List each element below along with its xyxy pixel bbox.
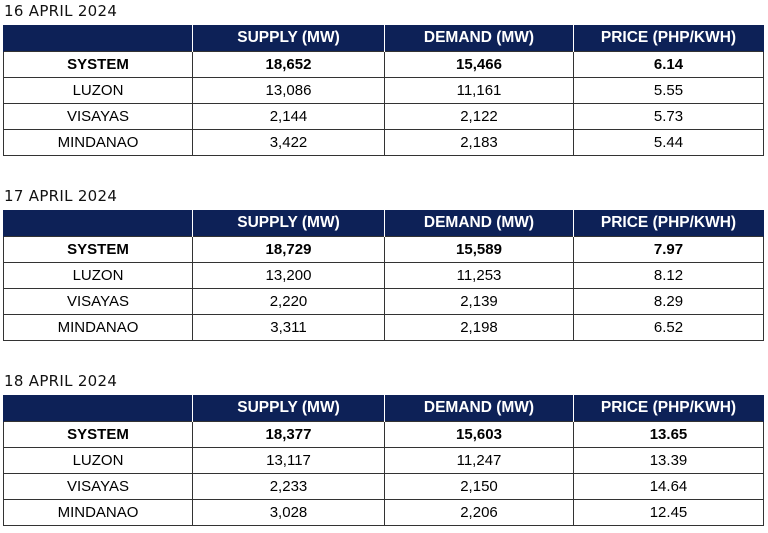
demand-cell: 11,161 (384, 77, 574, 104)
demand-cell: 2,198 (384, 314, 574, 341)
table-row: LUZON 13,200 11,253 8.12 (3, 262, 764, 289)
region-cell: VISAYAS (3, 473, 193, 500)
region-cell: MINDANAO (3, 314, 193, 341)
demand-cell: 15,589 (384, 236, 574, 263)
table-row: VISAYAS 2,144 2,122 5.73 (3, 103, 764, 130)
price-cell: 8.29 (573, 288, 764, 315)
date-heading: 16 APRIL 2024 (4, 2, 118, 20)
header-row: SUPPLY (MW) DEMAND (MW) PRICE (PHP/KWH) (3, 210, 764, 237)
region-cell: VISAYAS (3, 288, 193, 315)
region-cell: LUZON (3, 77, 193, 104)
demand-cell: 15,466 (384, 51, 574, 78)
table-row: MINDANAO 3,422 2,183 5.44 (3, 129, 764, 156)
header-demand: DEMAND (MW) (384, 25, 574, 52)
demand-cell: 2,139 (384, 288, 574, 315)
price-cell: 12.45 (573, 499, 764, 526)
header-row: SUPPLY (MW) DEMAND (MW) PRICE (PHP/KWH) (3, 395, 764, 422)
demand-cell: 11,247 (384, 447, 574, 474)
header-region (3, 25, 193, 52)
price-cell: 6.14 (573, 51, 764, 78)
supply-cell: 2,144 (192, 103, 385, 130)
price-cell: 8.12 (573, 262, 764, 289)
price-cell: 6.52 (573, 314, 764, 341)
header-supply: SUPPLY (MW) (192, 25, 385, 52)
demand-cell: 2,183 (384, 129, 574, 156)
region-cell: VISAYAS (3, 103, 193, 130)
header-price: PRICE (PHP/KWH) (573, 25, 764, 52)
header-supply: SUPPLY (MW) (192, 210, 385, 237)
supply-cell: 18,652 (192, 51, 385, 78)
table-row: MINDANAO 3,028 2,206 12.45 (3, 499, 764, 526)
price-cell: 5.73 (573, 103, 764, 130)
header-price: PRICE (PHP/KWH) (573, 395, 764, 422)
supply-cell: 18,729 (192, 236, 385, 263)
table-row: SYSTEM 18,652 15,466 6.14 (3, 51, 764, 78)
table-row: LUZON 13,117 11,247 13.39 (3, 447, 764, 474)
supply-cell: 3,422 (192, 129, 385, 156)
region-cell: SYSTEM (3, 236, 193, 263)
supply-cell: 2,220 (192, 288, 385, 315)
header-region (3, 210, 193, 237)
supply-cell: 13,086 (192, 77, 385, 104)
region-cell: SYSTEM (3, 421, 193, 448)
demand-cell: 2,206 (384, 499, 574, 526)
price-cell: 5.55 (573, 77, 764, 104)
header-row: SUPPLY (MW) DEMAND (MW) PRICE (PHP/KWH) (3, 25, 764, 52)
table-row: MINDANAO 3,311 2,198 6.52 (3, 314, 764, 341)
supply-cell: 3,311 (192, 314, 385, 341)
header-supply: SUPPLY (MW) (192, 395, 385, 422)
table-row: SYSTEM 18,729 15,589 7.97 (3, 236, 764, 263)
supply-cell: 2,233 (192, 473, 385, 500)
demand-cell: 15,603 (384, 421, 574, 448)
demand-cell: 2,150 (384, 473, 574, 500)
price-cell: 13.65 (573, 421, 764, 448)
table-row: SYSTEM 18,377 15,603 13.65 (3, 421, 764, 448)
table-row: VISAYAS 2,220 2,139 8.29 (3, 288, 764, 315)
supply-cell: 18,377 (192, 421, 385, 448)
region-cell: LUZON (3, 447, 193, 474)
table-row: LUZON 13,086 11,161 5.55 (3, 77, 764, 104)
supply-demand-table: SUPPLY (MW) DEMAND (MW) PRICE (PHP/KWH) … (3, 210, 764, 341)
header-demand: DEMAND (MW) (384, 210, 574, 237)
supply-demand-table: SUPPLY (MW) DEMAND (MW) PRICE (PHP/KWH) … (3, 395, 764, 526)
header-demand: DEMAND (MW) (384, 395, 574, 422)
region-cell: SYSTEM (3, 51, 193, 78)
table-row: VISAYAS 2,233 2,150 14.64 (3, 473, 764, 500)
region-cell: MINDANAO (3, 129, 193, 156)
price-cell: 14.64 (573, 473, 764, 500)
demand-cell: 2,122 (384, 103, 574, 130)
header-region (3, 395, 193, 422)
header-price: PRICE (PHP/KWH) (573, 210, 764, 237)
supply-demand-table: SUPPLY (MW) DEMAND (MW) PRICE (PHP/KWH) … (3, 25, 764, 156)
date-heading: 18 APRIL 2024 (4, 372, 118, 390)
supply-cell: 13,117 (192, 447, 385, 474)
date-heading: 17 APRIL 2024 (4, 187, 118, 205)
region-cell: MINDANAO (3, 499, 193, 526)
region-cell: LUZON (3, 262, 193, 289)
price-cell: 7.97 (573, 236, 764, 263)
price-cell: 5.44 (573, 129, 764, 156)
supply-cell: 3,028 (192, 499, 385, 526)
supply-cell: 13,200 (192, 262, 385, 289)
demand-cell: 11,253 (384, 262, 574, 289)
price-cell: 13.39 (573, 447, 764, 474)
